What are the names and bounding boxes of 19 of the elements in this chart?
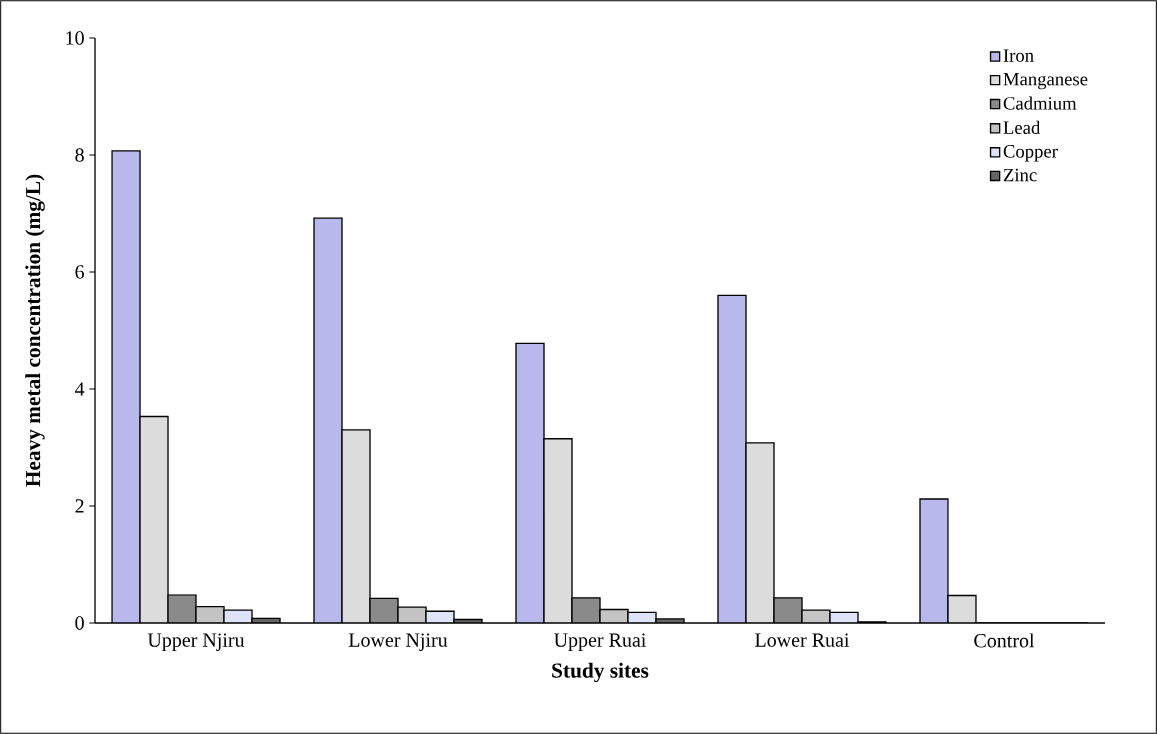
x-tick-label: Upper Ruai bbox=[554, 633, 646, 651]
y-tick-label: 0 bbox=[75, 616, 84, 630]
y-tick-label: 4 bbox=[75, 382, 85, 396]
y-axis-title: Heavy metal concentration (mg/L) bbox=[25, 174, 45, 487]
y-tick-label: 2 bbox=[75, 499, 84, 513]
x-tick-label: Lower Njiru bbox=[348, 633, 448, 651]
legend-label: Iron bbox=[1003, 49, 1034, 62]
legend-label: Cadmium bbox=[1003, 96, 1077, 110]
y-tick-label: 6 bbox=[75, 265, 85, 279]
legend-label: Zinc bbox=[1003, 168, 1037, 182]
x-tick-label: Lower Ruai bbox=[755, 633, 850, 647]
x-tick-label: Control bbox=[974, 633, 1035, 648]
x-axis-title: Study sites bbox=[552, 662, 649, 683]
legend-label: Lead bbox=[1003, 120, 1041, 134]
legend-label: Manganese bbox=[1003, 72, 1088, 90]
legend-label: Copper bbox=[1003, 145, 1058, 162]
y-tick-label: 8 bbox=[75, 148, 84, 162]
y-tick-label: 10 bbox=[66, 31, 84, 45]
x-tick-label: Upper Njiru bbox=[147, 633, 245, 651]
